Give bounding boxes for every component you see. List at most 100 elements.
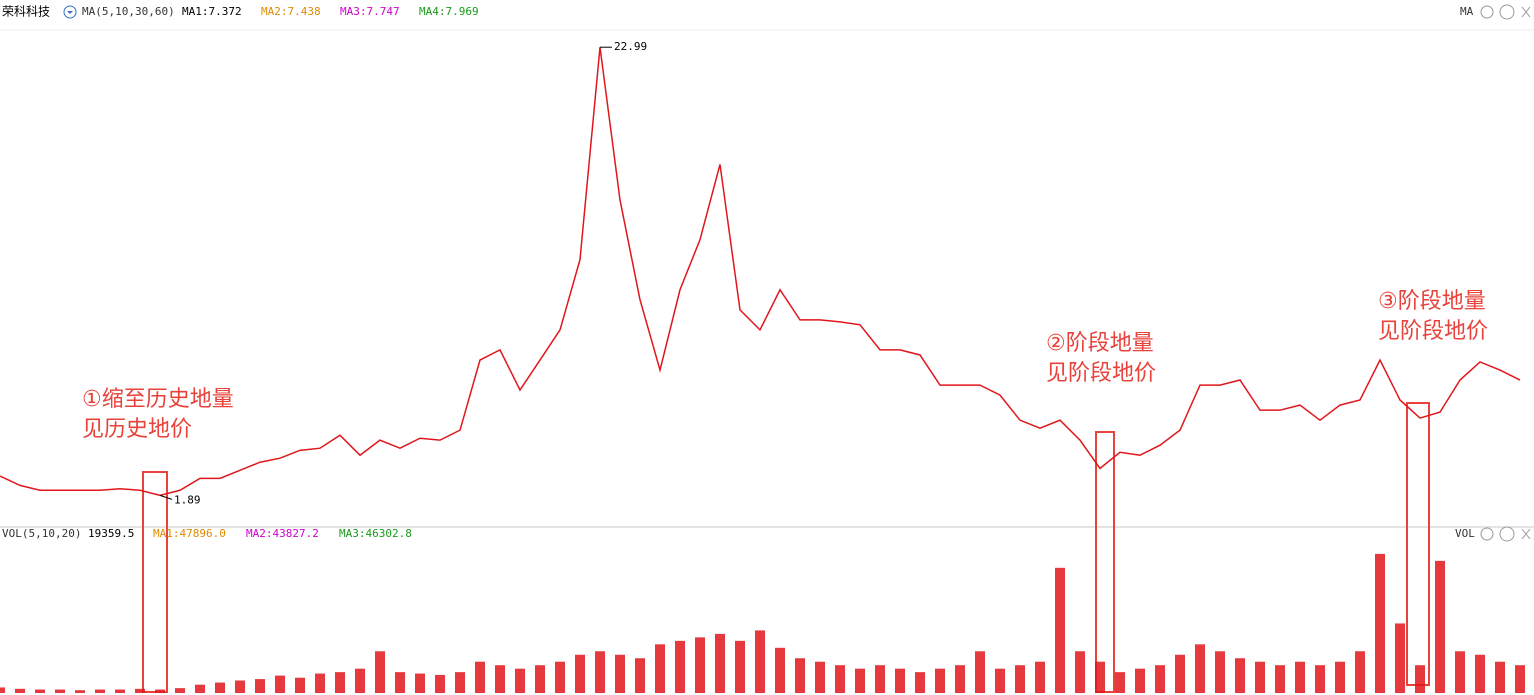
legend-entry: MA3:46302.8 bbox=[339, 527, 412, 540]
annotation: ③阶段地量 bbox=[1378, 289, 1486, 314]
volume-bar bbox=[1035, 661, 1045, 693]
legend-entry: MA2:7.438 bbox=[261, 5, 321, 18]
dropdown-arrow bbox=[67, 11, 73, 14]
highlight-box bbox=[1406, 402, 1430, 686]
volume-bar bbox=[915, 672, 925, 693]
volume-bar bbox=[1275, 665, 1285, 693]
highlight-box bbox=[1095, 431, 1115, 693]
volume-bar bbox=[655, 644, 665, 693]
legend-entry: MA1:7.372 bbox=[182, 5, 242, 18]
highlight-box bbox=[142, 471, 168, 693]
volume-bar bbox=[435, 674, 445, 693]
volume-bar bbox=[1415, 665, 1425, 693]
help-icon[interactable] bbox=[1499, 526, 1515, 542]
volume-bar bbox=[155, 689, 165, 693]
volume-bar bbox=[135, 688, 145, 693]
legend-entry: MA4:7.969 bbox=[419, 5, 479, 18]
volume-bar bbox=[1255, 661, 1265, 693]
legend-entry: MA3:7.747 bbox=[340, 5, 400, 18]
volume-bar bbox=[895, 668, 905, 693]
volume-bar bbox=[1155, 665, 1165, 693]
volume-bar bbox=[615, 654, 625, 693]
volume-bar bbox=[535, 665, 545, 693]
volume-bar bbox=[275, 675, 285, 693]
volume-bar bbox=[1115, 672, 1125, 693]
volume-bar bbox=[575, 654, 585, 693]
volume-bar bbox=[555, 661, 565, 693]
volume-bar bbox=[1195, 644, 1205, 693]
volume-bar bbox=[455, 672, 465, 693]
volume-bar bbox=[235, 680, 245, 693]
volume-bar bbox=[1175, 654, 1185, 693]
volume-bar bbox=[475, 661, 485, 693]
annotation: 见阶段地价 bbox=[1046, 361, 1156, 386]
volume-bar bbox=[795, 658, 805, 693]
volume-bar bbox=[35, 689, 45, 693]
indicator-name[interactable]: VOL bbox=[1455, 527, 1475, 540]
min-label: 1.89 bbox=[174, 493, 201, 506]
volume-bar bbox=[1335, 661, 1345, 693]
indicator-name[interactable]: MA bbox=[1460, 5, 1474, 18]
legend-entry: MA1:47896.0 bbox=[153, 527, 226, 540]
volume-bar bbox=[315, 673, 325, 693]
close-icon[interactable] bbox=[1521, 6, 1531, 18]
volume-bar bbox=[1095, 661, 1105, 693]
volume-bar bbox=[1215, 651, 1225, 693]
volume-bar bbox=[935, 668, 945, 693]
volume-bar bbox=[15, 688, 25, 693]
indicator-params: VOL(5,10,20) bbox=[2, 527, 81, 540]
annotation: ②阶段地量 bbox=[1046, 331, 1154, 356]
volume-bar bbox=[755, 630, 765, 693]
volume-bar bbox=[495, 665, 505, 693]
volume-bar bbox=[1315, 665, 1325, 693]
volume-bar bbox=[1375, 553, 1385, 693]
settings-icon[interactable] bbox=[1480, 527, 1494, 541]
volume-bar bbox=[255, 679, 265, 693]
max-label: 22.99 bbox=[614, 40, 647, 53]
volume-bar bbox=[775, 647, 785, 693]
volume-bar bbox=[1135, 668, 1145, 693]
volume-bar bbox=[595, 651, 605, 693]
volume-bar bbox=[1475, 654, 1485, 693]
price-line bbox=[0, 47, 1521, 497]
volume-bar bbox=[195, 684, 205, 693]
volume-bar bbox=[815, 661, 825, 693]
volume-bar bbox=[635, 658, 645, 693]
volume-bar bbox=[355, 668, 365, 693]
volume-bar bbox=[855, 668, 865, 693]
volume-bar bbox=[1355, 651, 1365, 693]
toolbar bbox=[1480, 4, 1531, 542]
volume-bar bbox=[375, 651, 385, 693]
volume-bar bbox=[1395, 623, 1405, 693]
volume-bar bbox=[95, 689, 105, 693]
volume-bar bbox=[1515, 665, 1525, 693]
volume-bar bbox=[675, 640, 685, 693]
volume-bar bbox=[415, 673, 425, 693]
indicator-params: MA(5,10,30,60) bbox=[82, 5, 175, 18]
volume-bar bbox=[715, 633, 725, 693]
volume-bar bbox=[395, 672, 405, 693]
volume-bar bbox=[1435, 560, 1445, 693]
volume-bar bbox=[1055, 567, 1065, 693]
help-icon[interactable] bbox=[1499, 4, 1515, 20]
legend-entry: MA2:43827.2 bbox=[246, 527, 319, 540]
volume-bar bbox=[1015, 665, 1025, 693]
annotation: ①缩至历史地量 bbox=[82, 387, 234, 412]
volume-bar bbox=[875, 665, 885, 693]
volume-bar bbox=[1235, 658, 1245, 693]
settings-icon[interactable] bbox=[1480, 5, 1494, 19]
volume-bar bbox=[735, 640, 745, 693]
volume-bar bbox=[175, 688, 185, 693]
volume-bar bbox=[75, 690, 85, 693]
annotation: 见阶段地价 bbox=[1378, 319, 1488, 344]
volume-bar bbox=[695, 637, 705, 693]
volume-bar bbox=[955, 665, 965, 693]
volume-bar bbox=[1075, 651, 1085, 693]
close-icon[interactable] bbox=[1521, 528, 1531, 540]
volume-bar bbox=[335, 672, 345, 693]
volume-bar bbox=[215, 682, 225, 693]
volume-bar bbox=[295, 677, 305, 693]
volume-bar bbox=[835, 665, 845, 693]
min-arrow bbox=[159, 494, 173, 500]
